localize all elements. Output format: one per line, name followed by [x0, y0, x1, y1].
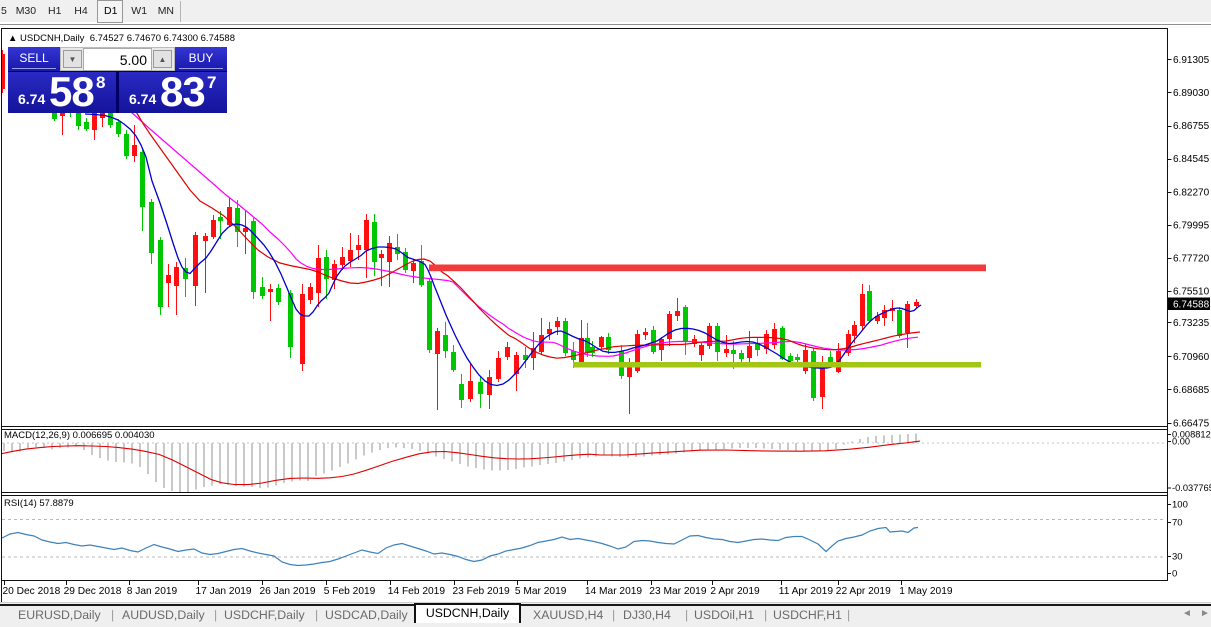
- svg-text:6.79995: 6.79995: [1173, 220, 1210, 231]
- svg-text:-0.037765: -0.037765: [1172, 483, 1211, 493]
- svg-text:MACD(12,26,9) 0.006695 0.00403: MACD(12,26,9) 0.006695 0.004030: [4, 430, 155, 441]
- svg-text:6.75510: 6.75510: [1173, 287, 1210, 298]
- svg-text:14 Feb 2019: 14 Feb 2019: [388, 586, 446, 597]
- svg-text:6.82270: 6.82270: [1173, 187, 1210, 198]
- svg-text:70: 70: [1172, 518, 1183, 529]
- svg-text:23 Mar 2019: 23 Mar 2019: [649, 586, 707, 597]
- svg-text:5 Mar 2019: 5 Mar 2019: [515, 586, 567, 597]
- svg-text:0.00: 0.00: [1172, 437, 1190, 447]
- svg-text:6.66475: 6.66475: [1173, 419, 1210, 430]
- svg-text:22 Apr 2019: 22 Apr 2019: [836, 586, 891, 597]
- svg-text:6.74588: 6.74588: [1173, 300, 1210, 311]
- svg-text:11 Apr 2019: 11 Apr 2019: [779, 586, 834, 597]
- svg-text:6.86755: 6.86755: [1173, 121, 1210, 132]
- svg-text:6.68685: 6.68685: [1173, 385, 1210, 396]
- svg-text:6.91305: 6.91305: [1173, 55, 1210, 66]
- svg-text:6.84545: 6.84545: [1173, 154, 1210, 165]
- svg-text:6.73235: 6.73235: [1173, 318, 1210, 329]
- svg-text:5 Feb 2019: 5 Feb 2019: [324, 586, 376, 597]
- svg-text:20 Dec 2018: 20 Dec 2018: [3, 586, 61, 597]
- svg-text:RSI(14) 57.8879: RSI(14) 57.8879: [4, 498, 74, 509]
- svg-text:23 Feb 2019: 23 Feb 2019: [453, 586, 511, 597]
- svg-text:6.89030: 6.89030: [1173, 88, 1210, 99]
- svg-text:0.008812: 0.008812: [1172, 430, 1211, 440]
- svg-text:1 May 2019: 1 May 2019: [899, 586, 953, 597]
- svg-text:6.70960: 6.70960: [1173, 352, 1210, 363]
- svg-text:2 Apr 2019: 2 Apr 2019: [710, 586, 760, 597]
- svg-text:26 Jan 2019: 26 Jan 2019: [260, 586, 316, 597]
- svg-text:14 Mar 2019: 14 Mar 2019: [585, 586, 643, 597]
- svg-text:0: 0: [1172, 569, 1177, 580]
- svg-text:30: 30: [1172, 552, 1183, 563]
- svg-text:6.77720: 6.77720: [1173, 254, 1210, 265]
- svg-text:100: 100: [1172, 500, 1188, 511]
- svg-text:17 Jan 2019: 17 Jan 2019: [196, 586, 252, 597]
- svg-text:29 Dec 2018: 29 Dec 2018: [64, 586, 122, 597]
- svg-text:8 Jan 2019: 8 Jan 2019: [127, 586, 178, 597]
